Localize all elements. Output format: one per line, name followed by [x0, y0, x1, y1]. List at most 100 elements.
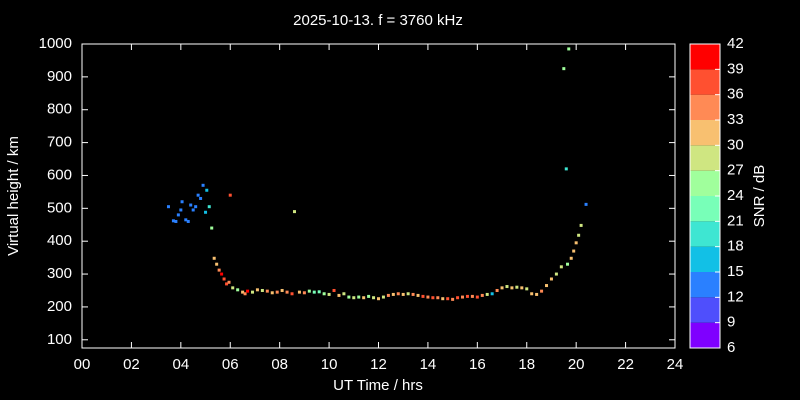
data-point [171, 219, 175, 223]
y-tick-label: 800 [47, 101, 72, 118]
data-point [465, 294, 469, 298]
data-point [564, 167, 568, 171]
plot-frame [81, 43, 676, 349]
data-point [297, 290, 301, 294]
colorbar-bin [690, 145, 720, 171]
data-point [515, 285, 519, 289]
data-point [228, 193, 232, 197]
x-tick-label: 24 [667, 356, 684, 373]
data-point [416, 293, 420, 297]
data-point [577, 233, 581, 237]
colorbar-bin [690, 94, 720, 120]
colorbar-bin [690, 196, 720, 222]
data-point [500, 286, 504, 290]
data-point [357, 295, 361, 299]
data-point [342, 292, 346, 296]
colorbar-tick-label: 42 [727, 35, 744, 52]
colorbar-bin [690, 322, 720, 348]
y-tick-label: 400 [47, 232, 72, 249]
data-point [332, 288, 336, 292]
data-point [210, 226, 214, 230]
colorbar-bin [690, 120, 720, 146]
data-point [241, 290, 245, 294]
data-point [199, 196, 203, 200]
data-point [540, 289, 544, 293]
data-point [220, 272, 224, 276]
data-point [490, 292, 494, 296]
colorbar-bin [690, 221, 720, 247]
data-point [222, 277, 226, 281]
data-point [204, 210, 208, 214]
data-point [207, 205, 211, 209]
colorbar-tick-label: 12 [727, 288, 744, 305]
data-point [180, 200, 184, 204]
data-point [217, 268, 221, 272]
data-point [451, 297, 455, 301]
data-point [535, 292, 539, 296]
data-point [327, 292, 331, 296]
data-point [322, 292, 326, 296]
data-point [510, 286, 514, 290]
data-point [280, 288, 284, 292]
data-point [495, 288, 499, 292]
colorbar-bin [690, 246, 720, 272]
chart-title: 2025-10-13. f = 3760 kHz [293, 12, 463, 29]
colorbar-tick-label: 9 [727, 314, 735, 331]
data-point [243, 292, 247, 296]
y-tick-label: 200 [47, 298, 72, 315]
y-tick-label: 700 [47, 134, 72, 151]
data-point [377, 297, 380, 301]
y-tick-label: 300 [47, 265, 72, 282]
data-point [505, 285, 509, 289]
colorbar-bin [690, 297, 720, 323]
x-tick-label: 06 [222, 356, 239, 373]
data-point [307, 289, 311, 293]
data-point [205, 188, 209, 192]
data-point [480, 293, 484, 297]
y-tick-label: 900 [47, 68, 72, 85]
data-point [520, 286, 524, 290]
data-point [312, 290, 316, 294]
data-point [174, 219, 178, 223]
data-point [579, 223, 583, 227]
data-point [421, 294, 425, 298]
data-point [166, 205, 170, 209]
data-point [317, 290, 321, 294]
colorbar-bin [690, 44, 720, 70]
data-point [554, 272, 558, 276]
data-point [347, 295, 351, 299]
data-point [431, 296, 435, 300]
data-point [292, 210, 296, 214]
data-point [225, 282, 229, 286]
data-point [559, 265, 563, 269]
x-tick-label: 12 [370, 356, 387, 373]
x-tick-label: 20 [568, 356, 585, 373]
data-point [201, 183, 205, 187]
data-point [189, 203, 193, 207]
colorbar-tick-label: 18 [727, 238, 744, 255]
x-axis-label: UT Time / hrs [333, 377, 423, 394]
data-point [352, 296, 356, 300]
data-point [446, 297, 450, 301]
x-tick-label: 08 [271, 356, 288, 373]
y-tick-label: 1000 [39, 35, 72, 52]
data-point [572, 249, 576, 253]
data-point [260, 288, 264, 292]
y-tick-label: 100 [47, 331, 72, 348]
data-point [470, 294, 474, 298]
colorbar-tick-label: 36 [727, 86, 744, 103]
data-point [246, 289, 250, 293]
colorbar-bin [690, 272, 720, 298]
data-point [290, 292, 294, 296]
data-point [569, 256, 573, 260]
data-point [525, 287, 529, 291]
data-point [411, 292, 415, 296]
data-point [475, 295, 479, 299]
data-point [530, 292, 534, 296]
data-point [255, 288, 259, 292]
data-point [461, 295, 465, 299]
x-tick-label: 18 [518, 356, 535, 373]
data-point [179, 208, 183, 212]
data-point [231, 286, 235, 290]
